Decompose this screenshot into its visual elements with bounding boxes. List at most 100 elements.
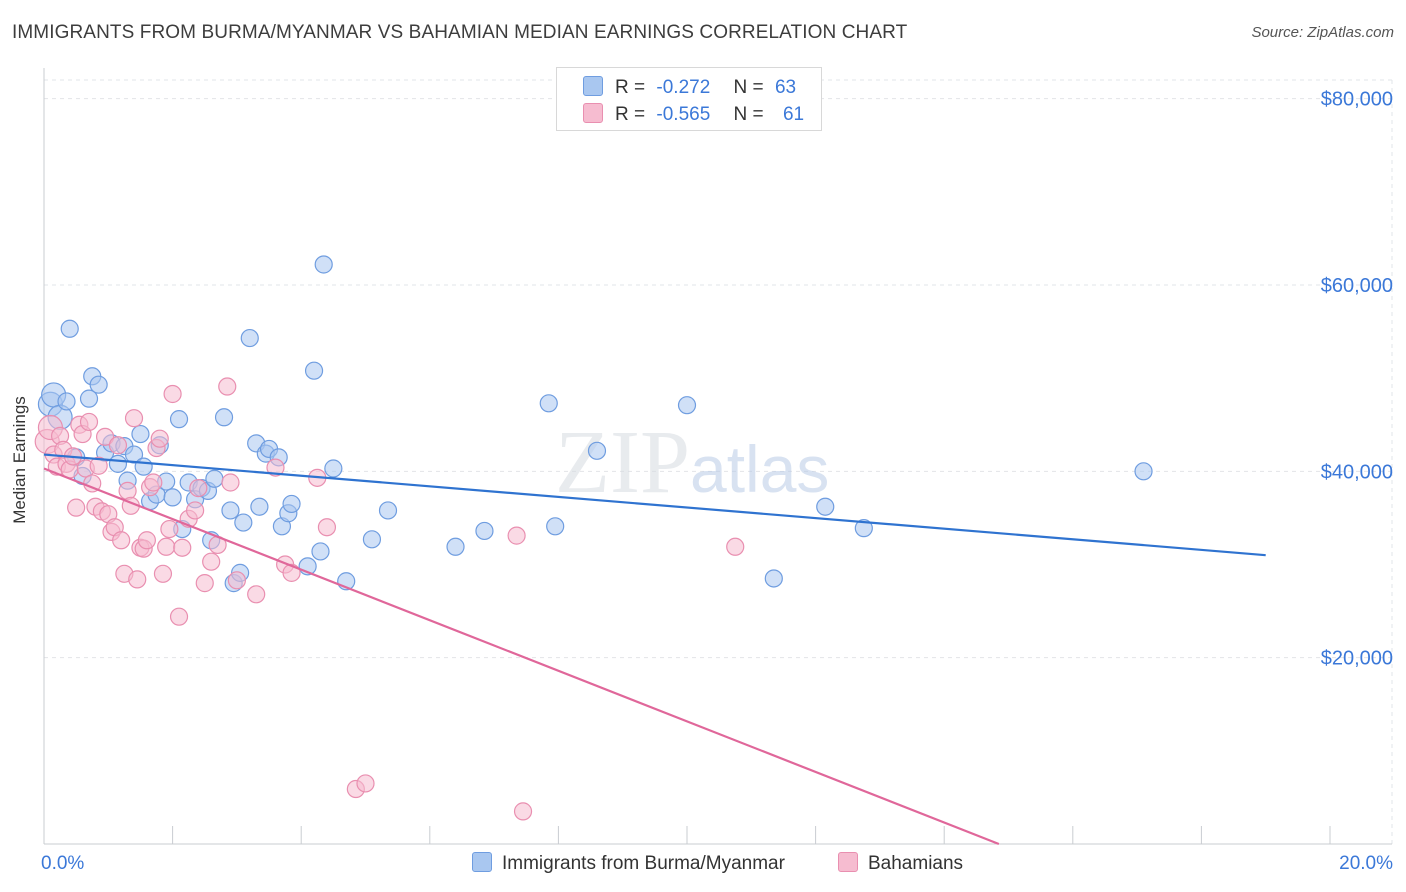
burma-point [311,542,330,561]
burma-point [314,255,333,274]
burma-point [57,392,76,411]
y-tick-label: $20,000 [1321,648,1393,670]
pink-swatch-icon [583,103,603,123]
axes [43,68,1392,845]
bahamian-point [195,574,214,593]
burma-point [134,457,153,476]
r-label: R = [615,77,646,98]
bahamian-point [507,526,526,545]
bahamian-point [356,774,375,793]
n-value-burma: 63 [774,77,797,98]
burma-point [205,469,224,488]
burma-point [131,424,150,444]
bahamian-point [112,531,131,550]
bahamian-point [227,571,246,590]
burma-point [677,396,697,415]
n-label: N = [733,77,764,98]
bahamian-point [186,501,205,520]
burma-point [304,361,324,380]
bahamian-point [108,436,128,455]
bahamian-point [169,607,189,626]
bahamian-point [157,537,176,556]
burma-point [816,497,835,516]
legend-label-burma: Immigrants from Burma/Myanmar [502,853,785,874]
r-label: R = [615,104,646,125]
r-value-bahamian: -0.565 [656,104,711,125]
bahamian-point [266,458,285,477]
bahamian-point [513,802,533,821]
burma-point [282,494,301,514]
burma-point [587,441,607,460]
burma-point [89,375,108,394]
burma-point [539,394,558,413]
blue-swatch-icon [583,76,603,96]
bahamian-point [150,429,169,448]
burma-point [240,328,259,348]
trend-lines [43,453,1266,846]
pink-swatch-icon [838,852,858,872]
bahamian-point [247,585,266,604]
legend-item-burma: Immigrants from Burma/Myanmar [472,852,785,875]
y-tick-labels: $20,000 $40,000 $60,000 $80,000 [1321,89,1393,670]
x-tick-labels: 0.0% 20.0% [41,853,1393,874]
bahamian-point [118,481,137,500]
bahamian-point [218,377,237,396]
bahamian-point [67,498,86,517]
watermark-atlas-text: atlas [690,432,829,506]
burma-point [446,537,465,556]
y-tick-label: $80,000 [1321,89,1393,111]
chart-title: IMMIGRANTS FROM BURMA/MYANMAR VS BAHAMIA… [12,22,908,43]
burma-point [854,519,873,538]
bahamian-point [95,427,115,446]
y-axis-label: Median Earnings [10,396,29,524]
burma-point [79,389,99,408]
burma-point [546,517,565,536]
bahamian-point [202,552,221,571]
bahamian-point [317,518,337,537]
burma-point [378,501,398,520]
burma-point [250,497,269,516]
x-tick-label-max: 20.0% [1339,853,1393,874]
bahamian-point [128,570,147,589]
burma-point [1134,462,1153,481]
bahamian-point [144,473,163,492]
r-value-burma: -0.272 [656,77,711,98]
burma-point [324,459,343,478]
burma-point [214,408,234,427]
x-tick-label-min: 0.0% [41,853,84,874]
bahamian-point [163,384,182,404]
burma-point [108,454,128,473]
bahamian-point [153,564,173,583]
blue-swatch-icon [472,852,492,872]
bahamian-point [173,538,192,557]
bahamian-point [79,412,99,432]
burma-point [163,488,182,507]
legend-row-burma: R = -0.272 N = 63 [583,76,796,99]
y-tick-label: $60,000 [1321,275,1393,297]
burma-point [475,521,494,541]
trend-line-bahamian [43,467,1000,846]
legend-item-bahamian: Bahamians [838,852,963,875]
burma-point [362,530,382,549]
burma-point [764,569,783,588]
bahamian-point [221,473,240,492]
burma-point [169,410,189,429]
bahamian-point [726,537,745,556]
trend-line-burma [43,453,1266,557]
burma-point [221,501,240,520]
source-label: Source: ZipAtlas.com [1251,24,1394,41]
watermark-zip-text: ZIP [555,413,690,512]
n-value-bahamian: 61 [782,104,805,125]
correlation-legend: R = -0.272 N = 63 R = -0.565 N = 61 [556,67,822,131]
burma-point [234,513,253,532]
n-label: N = [733,104,764,125]
bahamian-point [189,478,208,498]
bahamian-point [137,531,156,550]
legend-label-bahamian: Bahamians [868,853,964,874]
y-tick-label: $40,000 [1321,461,1393,483]
bahamian-point [160,519,179,539]
bahamian-point [89,456,108,475]
legend-row-bahamian: R = -0.565 N = 61 [583,103,804,126]
watermark: ZIPatlas [555,413,829,512]
